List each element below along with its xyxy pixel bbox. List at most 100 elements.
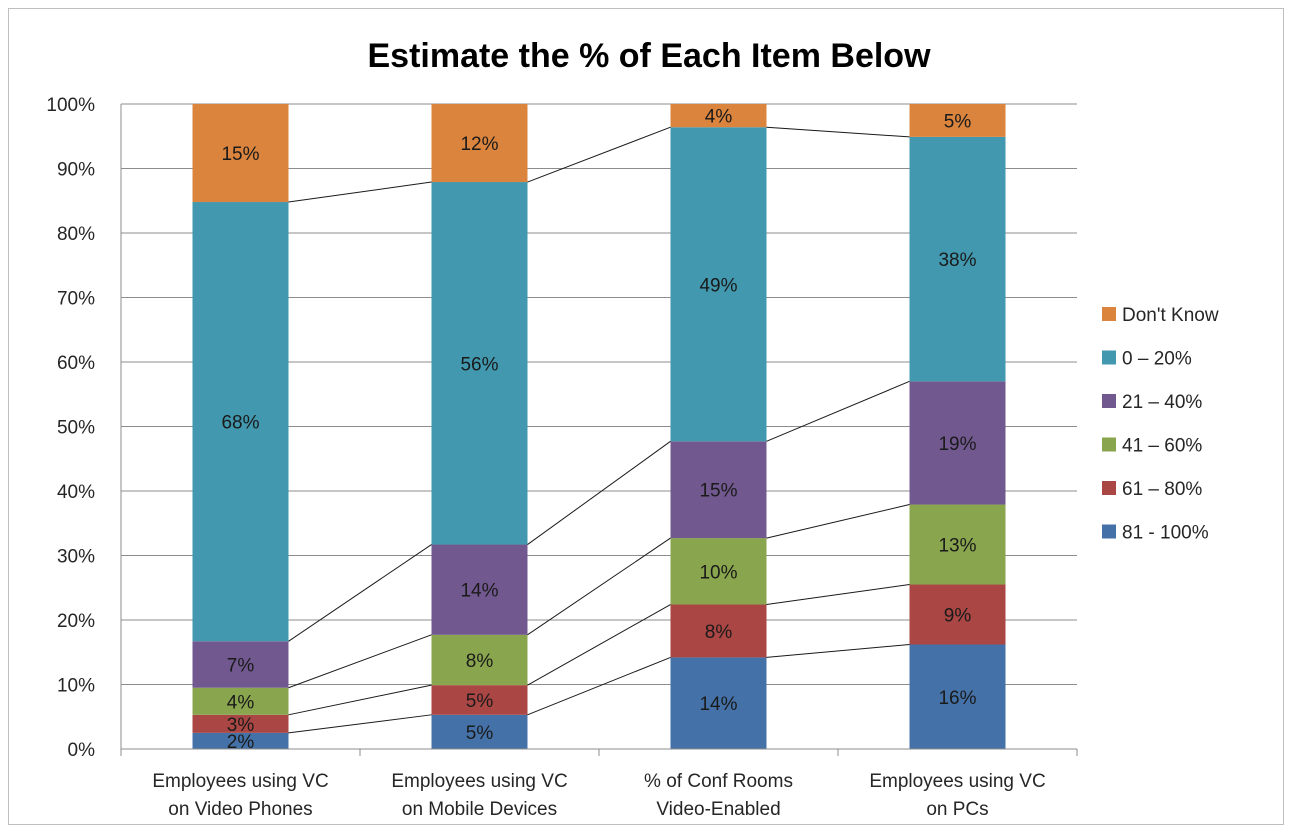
data-label: 38% [938, 250, 976, 271]
bar-segment[interactable] [431, 714, 528, 749]
bar-segment[interactable] [909, 136, 1006, 382]
data-label: 56% [460, 354, 498, 375]
legend-label: Don't Know [1122, 305, 1219, 326]
category-label: on Mobile Devices [402, 799, 557, 820]
data-label: 2% [227, 732, 255, 753]
bar-segment[interactable] [670, 538, 767, 605]
category-label: Employees using VC [152, 771, 328, 792]
category-label: Employees using VC [391, 771, 567, 792]
bar-segment[interactable] [431, 634, 528, 686]
bar-segment[interactable] [909, 381, 1006, 505]
axes: 0% 10% 20% 30% 40% 50% 60% 70% 80% 90% 100% Employe… [46, 95, 1078, 820]
stacked-bar-chart: Estimate the % of Each Item Below 2% 5% 14… [46, 37, 1219, 820]
bar-segment[interactable] [909, 104, 1006, 137]
legend-label: 21 – 40% [1122, 392, 1202, 413]
data-label: 19% [938, 434, 976, 455]
y-tick-label: 60% [57, 353, 95, 374]
y-tick-label: 40% [57, 482, 95, 503]
bar-segment[interactable] [192, 641, 289, 688]
legend-item[interactable]: 21 – 40% [1102, 392, 1202, 413]
data-labels: 2% 5% 14% 16% 3% 5% 8% 9% 4% 8% 10% 13% 7% 14% 15% 19% 6… [221, 107, 976, 753]
category-label: on Video Phones [168, 799, 312, 820]
data-label: 4% [227, 692, 255, 713]
category-label: Video-Enabled [656, 799, 780, 820]
bar-segment[interactable] [192, 687, 289, 715]
legend-swatch [1102, 307, 1116, 321]
legend[interactable]: Don't Know 0 – 20% 21 – 40% 41 – 60% 61 – 80… [1102, 305, 1219, 544]
data-label: 49% [699, 275, 737, 296]
legend-swatch [1102, 524, 1116, 539]
data-label: 12% [460, 134, 498, 155]
bar-segment[interactable] [192, 714, 289, 733]
chart-title: Estimate the % of Each Item Below [367, 37, 931, 75]
category-label: on PCs [926, 799, 988, 820]
legend-swatch [1102, 394, 1116, 408]
legend-label: 41 – 60% [1122, 436, 1202, 457]
legend-item[interactable]: Don't Know [1102, 305, 1219, 326]
y-tick-label: 0% [68, 740, 96, 761]
series-line [766, 126, 910, 138]
data-label: 10% [699, 562, 737, 583]
series-line [527, 537, 671, 636]
bar-segment[interactable] [670, 657, 767, 749]
chart-frame: Estimate the % of Each Item Below 2% 5% 14… [8, 8, 1284, 825]
legend-swatch [1102, 350, 1116, 365]
data-label: 16% [938, 688, 976, 709]
series-line [527, 604, 671, 686]
y-tick-label: 70% [57, 289, 95, 310]
y-tick-label: 90% [57, 160, 95, 181]
bar-segment[interactable] [909, 644, 1006, 749]
data-label: 14% [699, 694, 737, 715]
legend-item[interactable]: 41 – 60% [1102, 436, 1202, 457]
data-label: 3% [227, 715, 255, 736]
bar-segment[interactable] [670, 604, 767, 658]
bar-segment[interactable] [909, 504, 1006, 585]
legend-swatch [1102, 437, 1116, 452]
legend-label: 61 – 80% [1122, 479, 1202, 500]
data-label: 8% [705, 622, 733, 643]
bar-segment[interactable] [670, 127, 767, 442]
bar-segment[interactable] [431, 104, 528, 183]
series-line [527, 656, 671, 716]
bar-segment[interactable] [431, 685, 528, 715]
series-line [766, 584, 910, 606]
data-label: 15% [699, 481, 737, 502]
bar-segment[interactable] [431, 182, 528, 545]
series-line [288, 714, 432, 734]
legend-item[interactable]: 81 - 100% [1102, 523, 1209, 544]
bar-segment[interactable] [670, 441, 767, 539]
legend-swatch [1102, 481, 1116, 495]
bars [192, 104, 1006, 749]
y-tick-label: 30% [57, 547, 95, 568]
data-label: 4% [705, 107, 733, 128]
series-line [766, 644, 910, 658]
data-label: 13% [938, 536, 976, 557]
legend-item[interactable]: 0 – 20% [1102, 349, 1192, 370]
series-lines [288, 126, 910, 734]
legend-label: 0 – 20% [1122, 349, 1192, 370]
bar-segment[interactable] [431, 544, 528, 635]
series-line [766, 504, 910, 539]
legend-item[interactable]: 61 – 80% [1102, 479, 1202, 500]
data-label: 5% [944, 111, 972, 132]
series-line [766, 380, 910, 442]
series-line [288, 181, 432, 203]
series-line [527, 126, 671, 183]
y-tick-label: 100% [46, 95, 95, 116]
bar-segment[interactable] [192, 202, 289, 642]
y-tick-label: 80% [57, 224, 95, 245]
data-label: 7% [227, 656, 255, 677]
bar-segment[interactable] [192, 732, 289, 749]
data-label: 5% [466, 691, 494, 712]
y-tick-label: 20% [57, 611, 95, 632]
bar-segment[interactable] [909, 584, 1006, 645]
series-line [288, 634, 432, 689]
bar-segment[interactable] [192, 104, 289, 203]
y-tick-label: 50% [57, 418, 95, 439]
series-line [288, 684, 432, 716]
category-label: Employees using VC [869, 771, 1045, 792]
data-label: 14% [460, 581, 498, 602]
category-label: % of Conf Rooms [644, 771, 793, 792]
bar-segment[interactable] [670, 104, 767, 128]
y-tick-label: 10% [57, 676, 95, 697]
